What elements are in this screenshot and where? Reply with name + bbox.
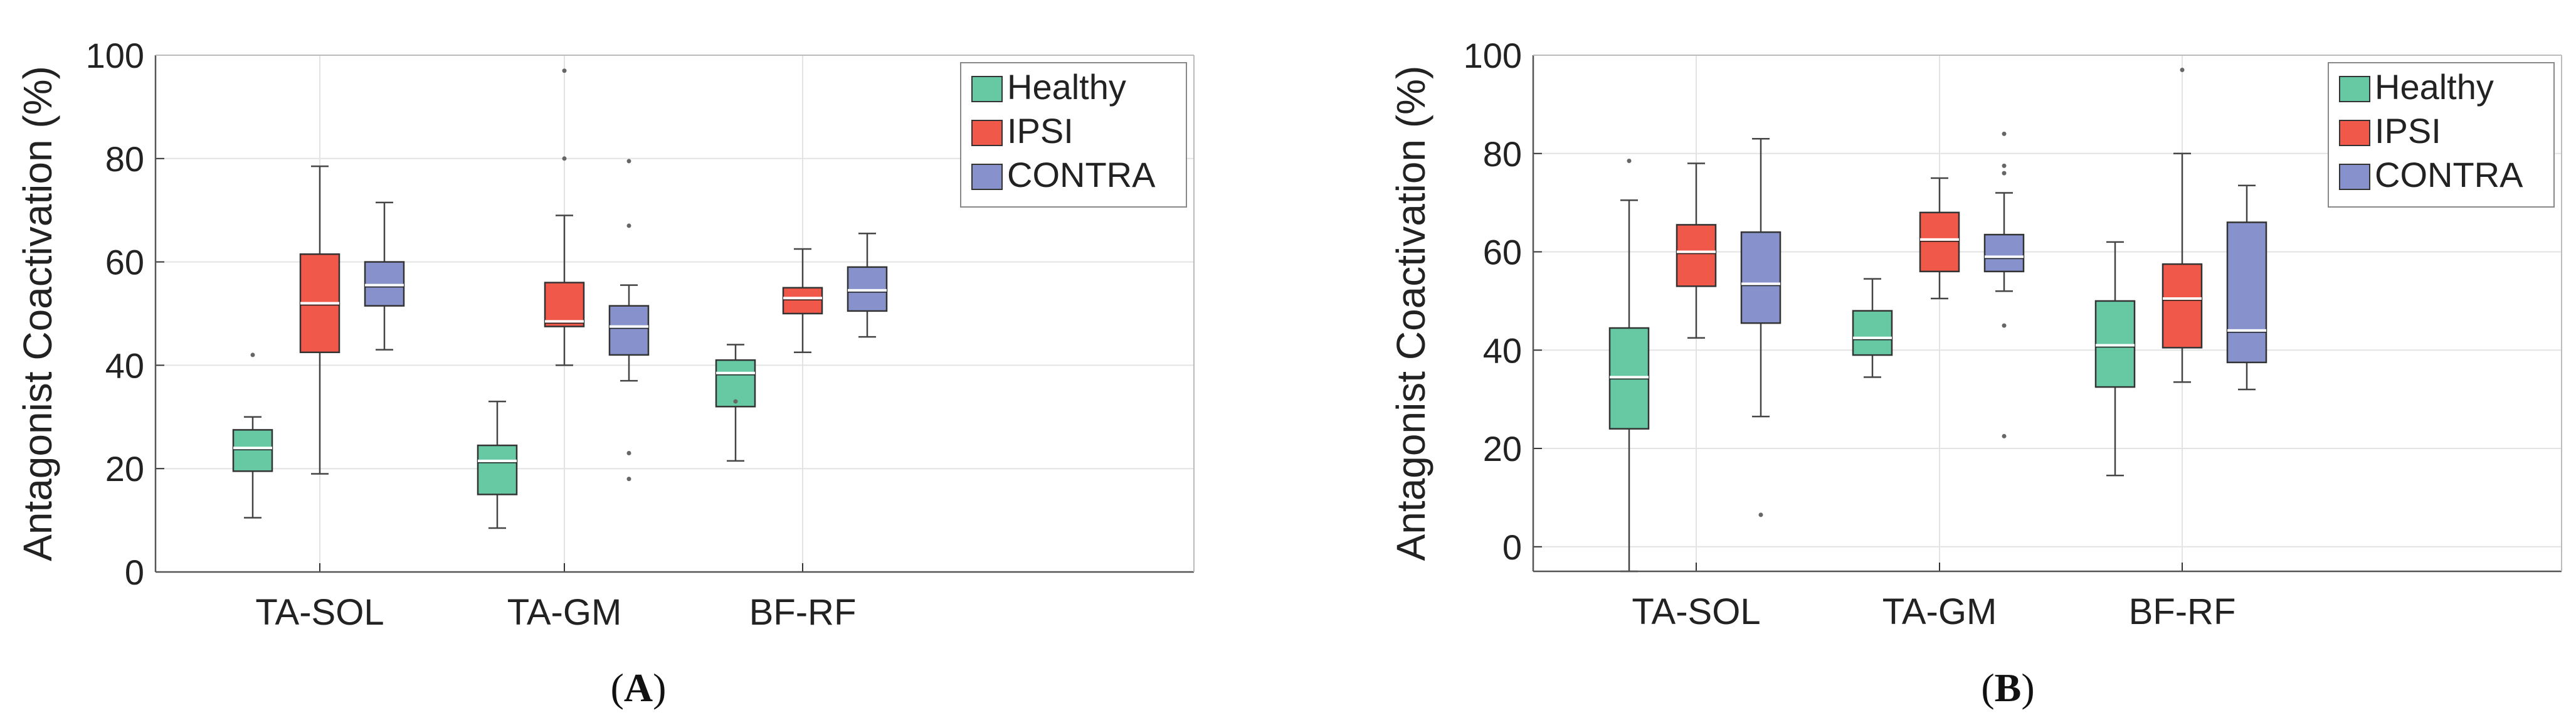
box-iqr <box>477 444 518 495</box>
panel-b: 0 20 40 60 80 100 TA-SOL TA-GM BF-RF Antagonist C… <box>1388 36 2562 710</box>
box-iqr <box>1919 211 1960 273</box>
x-tick-label: TA-SOL <box>1632 591 1760 632</box>
legend-swatch-ipsi <box>2339 120 2370 146</box>
y-tick-label: 0 <box>125 553 144 592</box>
x-tick-label: TA-SOL <box>255 592 384 633</box>
outlier-point <box>626 223 631 228</box>
legend-swatch-contra <box>971 164 1003 190</box>
box-iqr <box>782 287 823 315</box>
panel-label-close-paren: ) <box>2021 665 2034 710</box>
legend-label-ipsi: IPSI <box>1007 111 1074 151</box>
legend-swatch-healthy <box>971 76 1003 102</box>
box-healthy-ta-gm <box>477 400 518 529</box>
outlier-point <box>2002 433 2007 438</box>
box-contra-ta-gm <box>608 159 650 482</box>
box-iqr <box>2226 221 2267 364</box>
box-ipsi-bf-rf <box>782 248 823 354</box>
box-iqr <box>1983 233 2025 273</box>
box-iqr <box>364 261 405 307</box>
box-healthy-ta-sol <box>1608 159 1650 573</box>
box-contra-bf-rf <box>2226 184 2267 391</box>
outlier-point <box>733 399 738 404</box>
y-tick-label: 80 <box>1483 134 1522 174</box>
box-contra-ta-sol <box>1740 137 1782 517</box>
legend-label-ipsi: IPSI <box>2375 111 2441 151</box>
x-tick-label: TA-GM <box>507 592 622 633</box>
legend-swatch-ipsi <box>971 120 1003 146</box>
box-contra-ta-sol <box>364 201 405 351</box>
box-healthy-bf-rf <box>2094 241 2136 477</box>
panel-label-open-paren: ( <box>1981 665 1994 710</box>
outlier-point <box>626 477 631 482</box>
x-tick-label: BF-RF <box>2129 591 2236 632</box>
box-iqr <box>1676 224 1717 287</box>
y-tick-label: 20 <box>105 449 144 489</box>
box-iqr <box>847 266 888 312</box>
panel-label-letter: A <box>624 665 653 710</box>
legend-label-contra: CONTRA <box>2375 155 2523 194</box>
y-axis-label: Antagonist Coactivation (%) <box>1388 66 1433 561</box>
y-tick-label: 100 <box>1464 36 1522 75</box>
panel-label: (B) <box>1981 665 2034 710</box>
y-tick-label: 40 <box>1483 331 1522 370</box>
outlier-point <box>626 450 631 455</box>
box-iqr <box>2162 263 2203 349</box>
panel-label: (A) <box>611 665 667 710</box>
y-tick-label: 100 <box>86 36 144 75</box>
box-iqr <box>608 305 650 356</box>
outlier-point <box>250 352 255 357</box>
box-iqr <box>715 359 756 408</box>
box-iqr <box>1852 310 1893 356</box>
box-ipsi-ta-gm <box>1919 177 1960 300</box>
outlier-point <box>2002 163 2007 168</box>
box-ipsi-ta-gm <box>544 68 585 366</box>
box-healthy-bf-rf <box>715 344 756 462</box>
legend-label-healthy: Healthy <box>2375 67 2494 107</box>
y-tick-label: 40 <box>105 346 144 385</box>
box-contra-ta-gm <box>1983 131 2025 438</box>
legend-label-contra: CONTRA <box>1007 155 1156 194</box>
outlier-point <box>2002 323 2007 328</box>
outlier-point <box>1627 159 1632 164</box>
box-contra-bf-rf <box>847 233 888 338</box>
outlier-point <box>626 159 631 164</box>
y-tick-label: 0 <box>1502 527 1522 567</box>
outlier-point <box>562 68 567 73</box>
x-tick-label: TA-GM <box>1882 591 1997 632</box>
box-ipsi-ta-sol <box>1676 162 1717 339</box>
outlier-point <box>562 156 567 161</box>
outlier-point <box>2002 131 2007 136</box>
panel-a: 0 20 40 60 80 100 TA-SOL TA-GM BF-RF Antagonist C… <box>15 36 1195 710</box>
y-tick-label: 60 <box>105 243 144 282</box>
outlier-point <box>2180 68 2185 73</box>
legend-swatch-healthy <box>2339 76 2370 102</box>
y-axis-label: Antagonist Coactivation (%) <box>15 66 60 561</box>
box-iqr <box>1740 231 1782 324</box>
y-tick-label: 20 <box>1483 429 1522 468</box>
box-iqr <box>544 282 585 327</box>
box-healthy-ta-sol <box>232 352 273 519</box>
outlier-point <box>1758 512 1763 517</box>
panel-label-open-paren: ( <box>611 665 624 710</box>
y-tick-label: 80 <box>105 139 144 179</box>
box-ipsi-bf-rf <box>2162 68 2203 383</box>
legend-label-healthy: Healthy <box>1007 67 1126 107</box>
box-ipsi-ta-sol <box>299 165 340 475</box>
legend-swatch-contra <box>2339 164 2370 190</box>
box-healthy-ta-gm <box>1852 278 1893 378</box>
outlier-point <box>2002 171 2007 176</box>
y-tick-label: 60 <box>1483 233 1522 272</box>
box-iqr <box>232 429 273 472</box>
x-tick-label: BF-RF <box>749 592 857 633</box>
panel-label-letter: B <box>1995 665 2022 710</box>
panel-label-close-paren: ) <box>653 665 666 710</box>
